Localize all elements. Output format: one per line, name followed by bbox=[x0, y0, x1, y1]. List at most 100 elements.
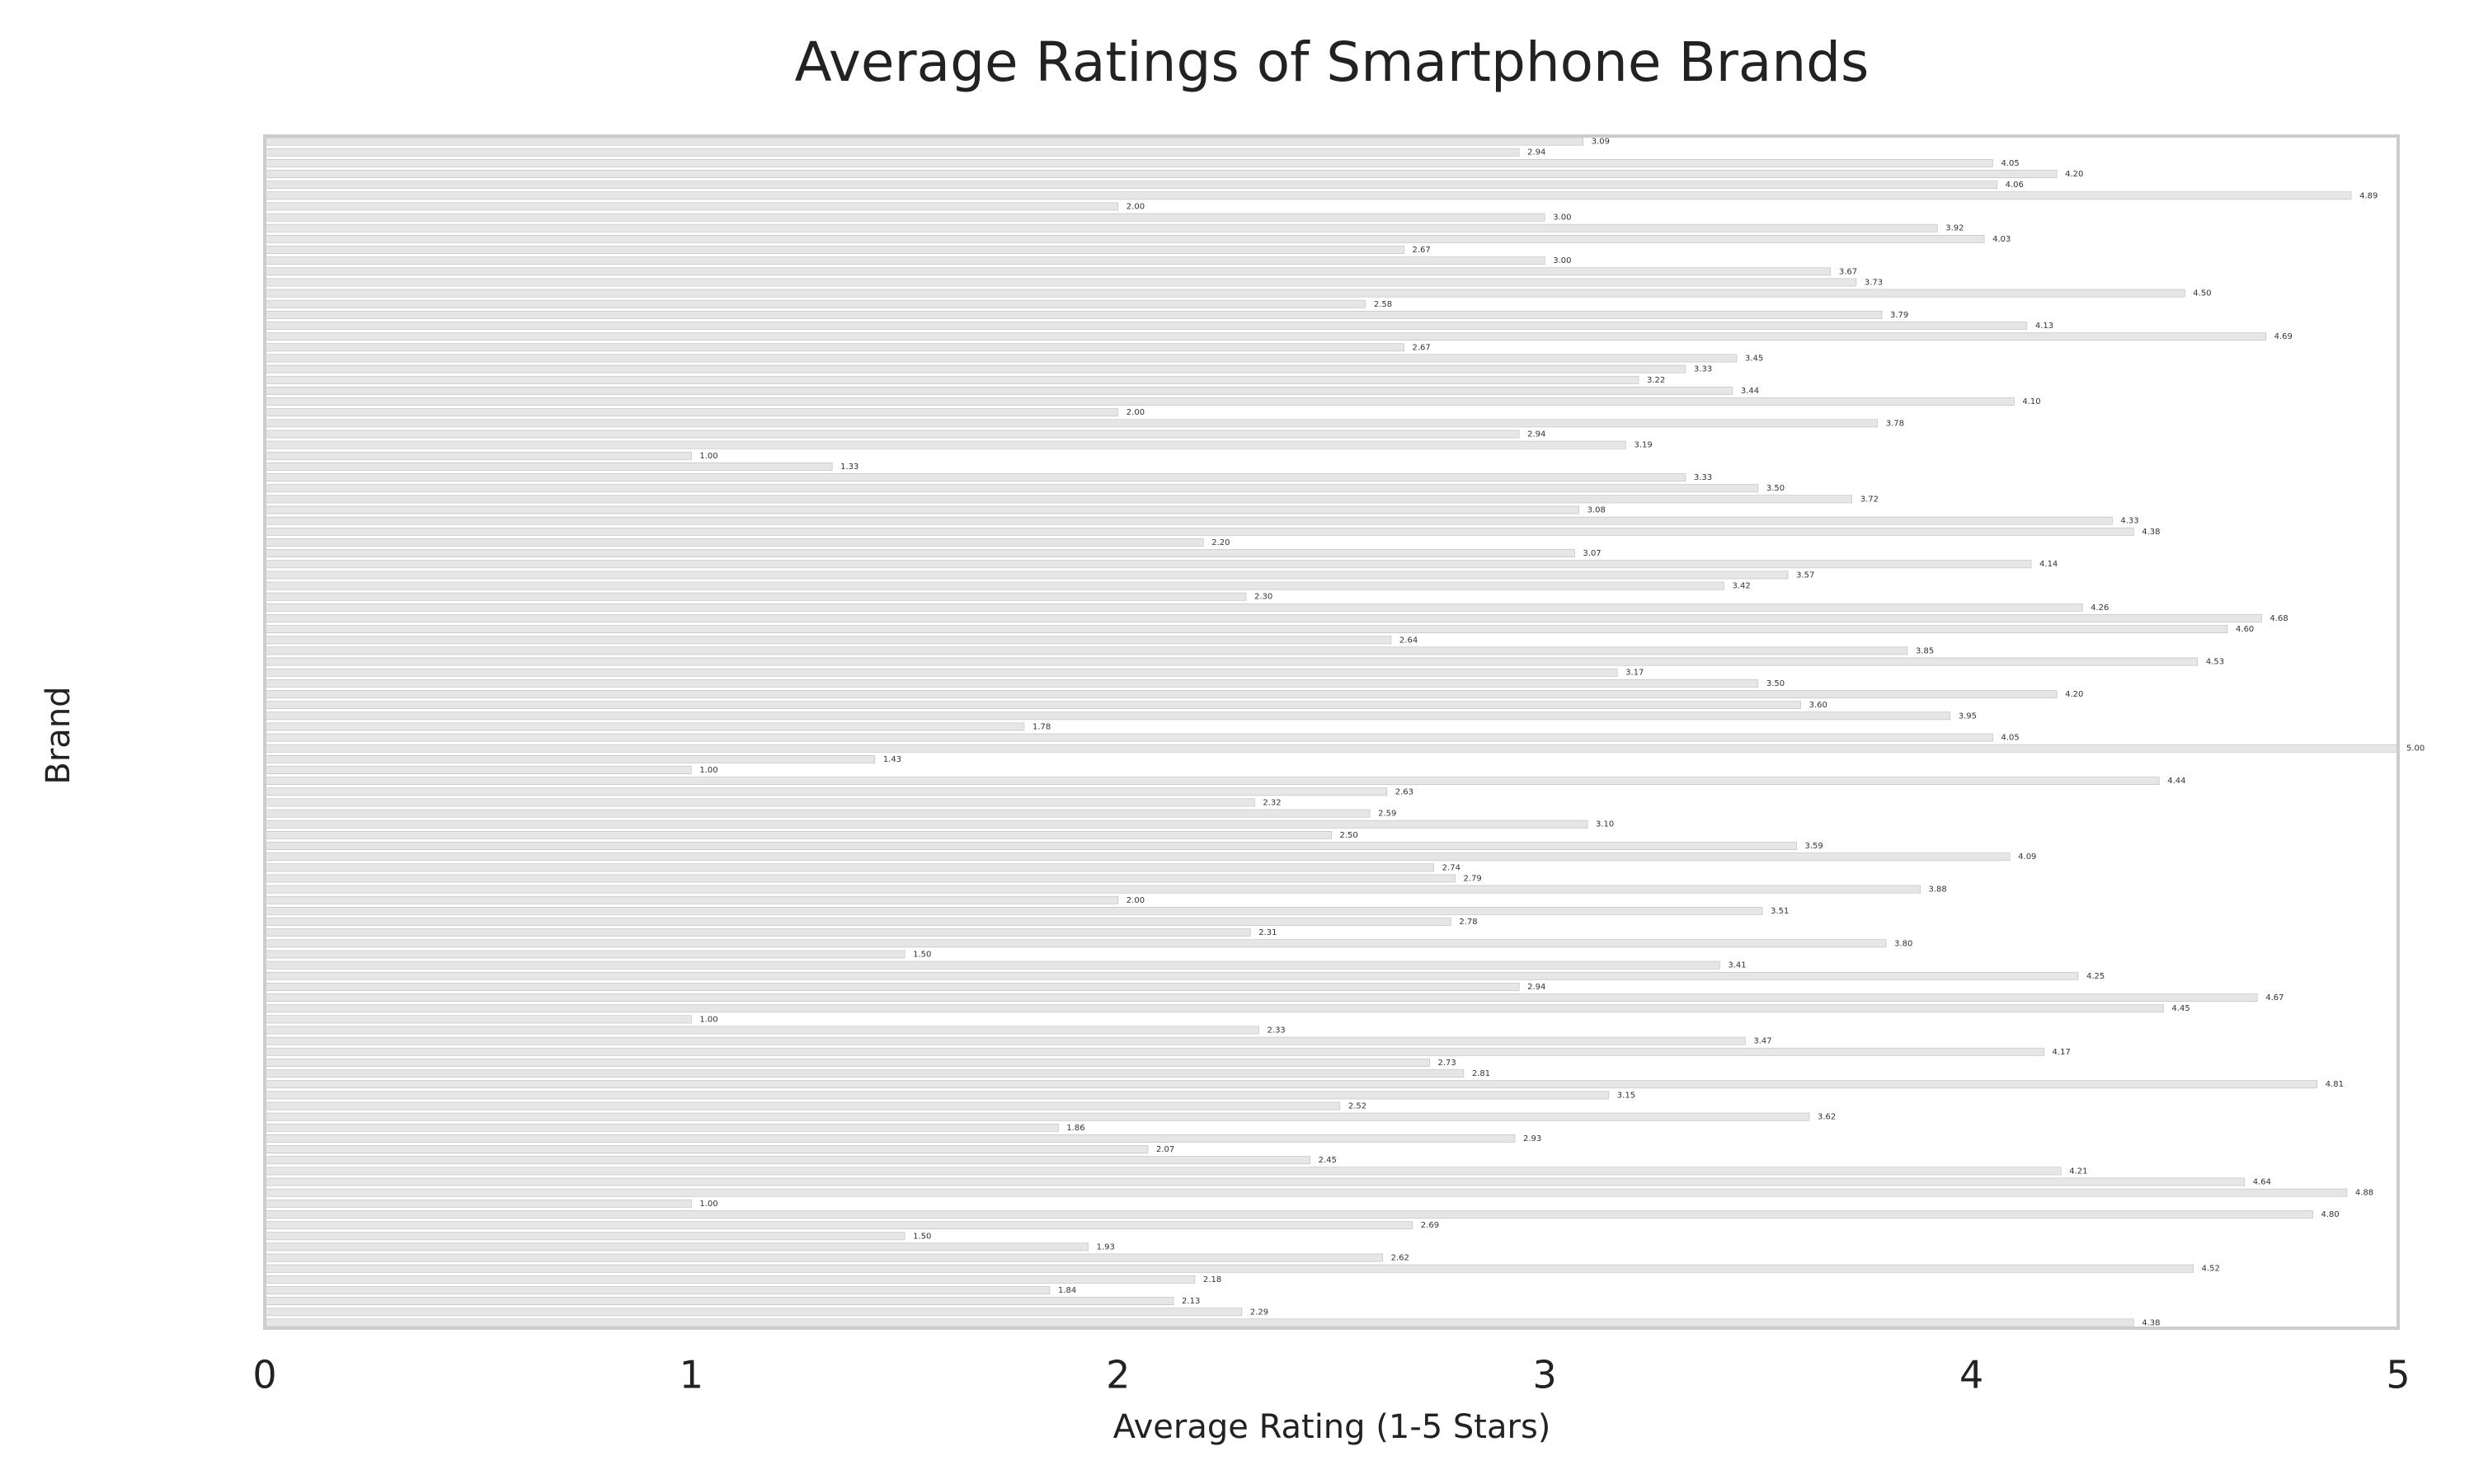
value-label: 3.72 bbox=[1860, 495, 1879, 504]
bar bbox=[264, 1059, 1430, 1067]
bar bbox=[264, 505, 1579, 514]
bar bbox=[264, 571, 1789, 580]
value-label: 2.29 bbox=[1250, 1308, 1268, 1317]
value-label: 3.17 bbox=[1625, 669, 1644, 678]
value-label: 2.62 bbox=[1391, 1254, 1409, 1263]
bar bbox=[264, 267, 1832, 276]
x-tick-label: 3 bbox=[1533, 1353, 1557, 1397]
bar bbox=[264, 636, 1392, 645]
bar bbox=[264, 657, 2199, 666]
bar bbox=[264, 809, 1371, 818]
value-label: 3.62 bbox=[1818, 1113, 1836, 1122]
value-label: 1.78 bbox=[1032, 722, 1051, 731]
bar bbox=[264, 1015, 692, 1024]
value-label: 3.92 bbox=[1945, 224, 1964, 233]
bar bbox=[264, 1145, 1149, 1154]
value-label: 4.44 bbox=[2167, 777, 2185, 786]
bar bbox=[264, 711, 1951, 721]
value-label: 4.88 bbox=[2355, 1189, 2373, 1198]
value-label: 3.00 bbox=[1553, 256, 1571, 265]
value-label: 4.80 bbox=[2321, 1210, 2340, 1219]
value-label: 2.93 bbox=[1523, 1134, 1541, 1144]
value-label: 5.00 bbox=[2406, 744, 2425, 754]
value-label: 3.42 bbox=[1733, 582, 1751, 591]
bar bbox=[264, 625, 2228, 634]
value-label: 1.00 bbox=[699, 766, 717, 775]
bar bbox=[264, 430, 1520, 439]
value-label: 4.20 bbox=[2065, 170, 2083, 179]
bar bbox=[264, 1188, 2348, 1197]
value-label: 3.79 bbox=[1890, 311, 1908, 320]
value-label: 4.25 bbox=[2086, 972, 2105, 981]
value-label: 1.93 bbox=[1097, 1242, 1115, 1252]
bar bbox=[264, 223, 1938, 232]
value-label: 3.41 bbox=[1728, 961, 1746, 970]
bar bbox=[264, 527, 2134, 536]
value-label: 1.00 bbox=[699, 1200, 717, 1209]
value-label: 4.52 bbox=[2202, 1265, 2220, 1274]
value-label: 4.09 bbox=[2018, 852, 2036, 862]
bar bbox=[264, 603, 2083, 612]
value-label: 3.59 bbox=[1804, 842, 1823, 851]
value-label: 4.05 bbox=[2001, 734, 2019, 743]
value-label: 3.09 bbox=[1592, 138, 1610, 147]
bar bbox=[264, 516, 2113, 525]
bar bbox=[264, 819, 1588, 829]
bar bbox=[264, 733, 1993, 742]
value-label: 2.00 bbox=[1126, 202, 1145, 211]
value-label: 4.17 bbox=[2053, 1048, 2071, 1057]
value-label: 3.08 bbox=[1587, 506, 1606, 515]
bar bbox=[264, 863, 1434, 872]
value-label: 4.81 bbox=[2326, 1080, 2344, 1089]
bar bbox=[264, 473, 1686, 481]
bar bbox=[264, 419, 1879, 428]
bar bbox=[264, 1199, 692, 1208]
value-label: 3.10 bbox=[1596, 820, 1614, 829]
value-label: 4.33 bbox=[2120, 517, 2138, 526]
bar bbox=[264, 701, 1801, 710]
value-label: 2.13 bbox=[1182, 1297, 1200, 1306]
value-label: 3.47 bbox=[1753, 1037, 1771, 1046]
chart-title: Average Ratings of Smartphone Brands bbox=[795, 31, 1870, 94]
bar bbox=[264, 234, 1985, 243]
bar bbox=[264, 375, 1639, 384]
bar bbox=[264, 1036, 1746, 1045]
bar bbox=[264, 971, 2079, 980]
value-label: 3.80 bbox=[1894, 939, 1912, 948]
bar bbox=[264, 754, 876, 763]
bar bbox=[264, 744, 2399, 753]
bar bbox=[264, 549, 1575, 558]
value-label: 4.38 bbox=[2142, 1318, 2160, 1327]
value-label: 4.64 bbox=[2253, 1178, 2271, 1187]
bar bbox=[264, 158, 1993, 167]
bar bbox=[264, 1232, 905, 1241]
value-label: 4.38 bbox=[2142, 528, 2160, 537]
value-label: 2.74 bbox=[1442, 863, 1460, 872]
bar bbox=[264, 1134, 1516, 1143]
value-label: 2.20 bbox=[1211, 538, 1230, 547]
bar bbox=[264, 364, 1686, 373]
bar bbox=[264, 1047, 2044, 1056]
bar bbox=[264, 722, 1025, 731]
value-label: 2.79 bbox=[1464, 874, 1482, 883]
value-label: 4.60 bbox=[2236, 625, 2254, 634]
value-label: 2.67 bbox=[1412, 343, 1430, 352]
bar bbox=[264, 950, 905, 959]
value-label: 2.94 bbox=[1527, 430, 1545, 439]
bar bbox=[264, 1308, 1243, 1317]
bar bbox=[264, 451, 692, 460]
x-tick-label: 1 bbox=[680, 1353, 703, 1397]
bar bbox=[264, 560, 2032, 569]
x-tick-label: 0 bbox=[252, 1353, 276, 1397]
bar bbox=[264, 148, 1520, 157]
bar bbox=[264, 983, 1520, 991]
bar bbox=[264, 928, 1251, 937]
bar bbox=[264, 1286, 1051, 1294]
value-label: 2.67 bbox=[1412, 246, 1430, 255]
bar bbox=[264, 1080, 2317, 1089]
bar bbox=[264, 1242, 1089, 1252]
value-label: 1.00 bbox=[699, 1015, 717, 1024]
value-label: 1.43 bbox=[883, 755, 901, 764]
bar bbox=[264, 1275, 1196, 1284]
bar bbox=[264, 939, 1887, 948]
